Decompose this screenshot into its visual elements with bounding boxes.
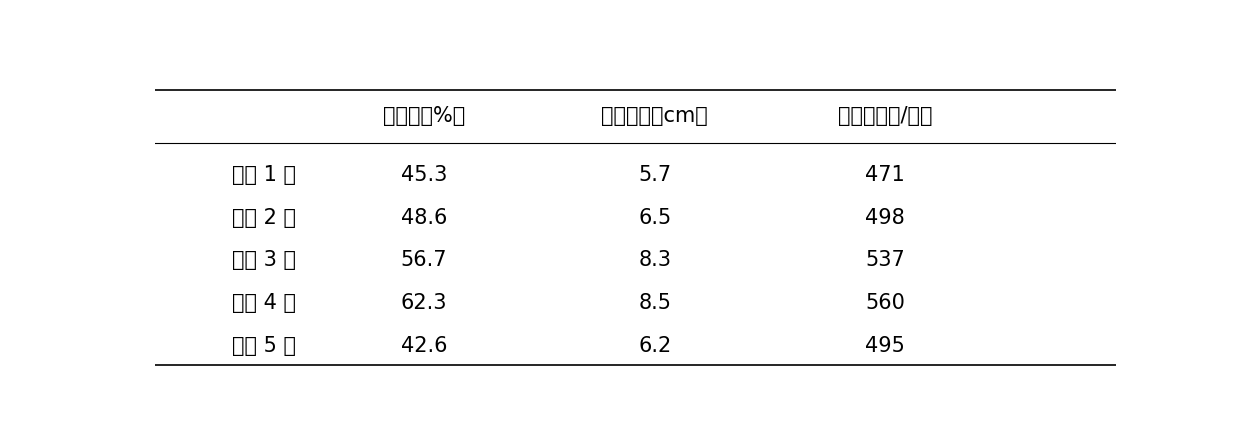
Text: 试验 4 组: 试验 4 组 [232,293,296,313]
Text: 56.7: 56.7 [401,250,448,270]
Text: 8.3: 8.3 [639,250,671,270]
Text: 495: 495 [866,335,905,356]
Text: 试验 3 组: 试验 3 组 [232,250,296,270]
Text: 498: 498 [866,208,905,228]
Text: 42.6: 42.6 [401,335,448,356]
Text: 48.6: 48.6 [401,208,448,228]
Text: 试验 2 组: 试验 2 组 [232,208,296,228]
Text: 537: 537 [866,250,905,270]
Text: 560: 560 [866,293,905,313]
Text: 471: 471 [866,165,905,185]
Text: 45.3: 45.3 [401,165,448,185]
Text: 5.7: 5.7 [639,165,671,185]
Text: 62.3: 62.3 [401,293,448,313]
Text: 试验 1 组: 试验 1 组 [232,165,296,185]
Text: 6.5: 6.5 [639,208,671,228]
Text: 8.5: 8.5 [639,293,671,313]
Text: 成穗率（%）: 成穗率（%） [383,106,465,127]
Text: 6.2: 6.2 [639,335,671,356]
Text: 试验 5 组: 试验 5 组 [232,335,296,356]
Text: 平均穗长（cm）: 平均穗长（cm） [601,106,708,127]
Text: 产量（公斤/亩）: 产量（公斤/亩） [838,106,932,127]
